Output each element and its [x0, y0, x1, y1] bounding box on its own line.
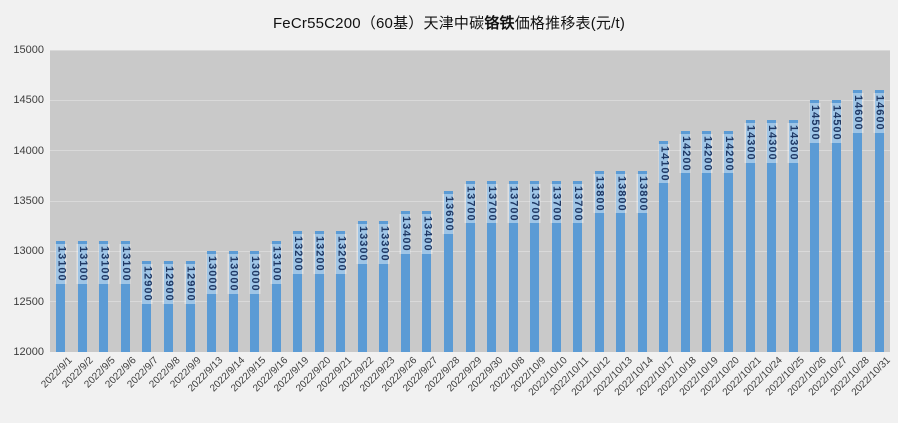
- bar-value-label: 13100: [98, 244, 111, 284]
- bar-value-label: 14500: [809, 103, 822, 143]
- bar-value-label: 14500: [830, 103, 843, 143]
- bar-value-label: 13700: [464, 183, 477, 224]
- bar-value-label: 14200: [701, 133, 714, 174]
- bar: 13800: [593, 170, 606, 352]
- bar-value-label: 14600: [873, 93, 886, 133]
- bar: 14300: [766, 120, 779, 352]
- bar: 13700: [572, 180, 585, 352]
- bar: 12900: [184, 261, 197, 352]
- bar-value-label: 12900: [141, 264, 154, 304]
- bar: 13000: [249, 251, 262, 352]
- bar: 13700: [550, 180, 563, 352]
- bar-value-label: 14300: [787, 123, 800, 164]
- bar-value-label: 12900: [184, 264, 197, 304]
- bar: 13100: [270, 241, 283, 352]
- bar-value-label: 13600: [442, 193, 455, 234]
- bar-value-label: 13800: [615, 173, 628, 214]
- bar-value-label: 13100: [119, 244, 132, 284]
- bar: 13100: [119, 241, 132, 352]
- bar: 13700: [464, 180, 477, 352]
- plot-area: 13100 13100 13100 13100 12900 12900 12900 13000…: [50, 49, 890, 352]
- bar: 13400: [399, 211, 412, 352]
- chart-title-text-bold: 铬铁: [484, 15, 515, 32]
- y-tick-label: 12500: [13, 295, 44, 308]
- bar-value-label: 13700: [529, 183, 542, 224]
- bar: 13400: [421, 211, 434, 352]
- bar: 13200: [292, 231, 305, 352]
- bar-value-label: 13100: [76, 244, 89, 284]
- bar: 13600: [442, 190, 455, 352]
- bar: 13100: [55, 241, 68, 352]
- bar: 14500: [830, 100, 843, 352]
- bar-value-label: 13300: [356, 224, 369, 264]
- bar: 13800: [615, 170, 628, 352]
- gridline: [50, 99, 890, 101]
- bar-value-label: 12900: [162, 264, 175, 304]
- x-axis: 2022/9/1 2022/9/2 2022/9/5 2022/9/6 2022/9/7…: [39, 355, 893, 423]
- bar-value-label: 13200: [335, 234, 348, 274]
- bar: 14500: [809, 100, 822, 352]
- bar-value-label: 13400: [421, 214, 434, 254]
- bar-value-label: 13700: [550, 183, 563, 224]
- y-tick-label: 15000: [13, 44, 44, 56]
- y-tick-label: 12000: [13, 346, 44, 358]
- chart-title: FeCr55C200（60基）天津中碳铬铁価格推移表(元/t): [0, 12, 898, 33]
- bar: 12900: [162, 261, 175, 352]
- bar-value-label: 13300: [378, 224, 391, 264]
- gridline: [50, 150, 890, 152]
- bar: 13100: [98, 241, 111, 352]
- bar-value-label: 14600: [852, 93, 865, 133]
- y-tick-label: 13000: [13, 245, 44, 258]
- bar-value-label: 13800: [636, 173, 649, 214]
- bar: 14300: [744, 120, 757, 352]
- bar: 14300: [787, 120, 800, 352]
- bar-value-label: 13800: [593, 173, 606, 214]
- bar: 13700: [507, 180, 520, 352]
- bar-value-label: 13200: [292, 234, 305, 274]
- bar: 12900: [141, 261, 154, 352]
- y-tick-label: 14000: [13, 144, 44, 157]
- chart-title-text-left: FeCr55C200（60基）天津中碳: [272, 15, 485, 32]
- bar-value-label: 13700: [486, 183, 499, 224]
- bar: 13300: [356, 221, 369, 352]
- bar-value-label: 14200: [679, 133, 692, 174]
- bar-value-label: 13200: [313, 234, 326, 274]
- bar-value-label: 13400: [399, 214, 412, 254]
- bar: 13000: [206, 251, 219, 352]
- bar-value-label: 13000: [206, 254, 219, 294]
- bar: 13000: [227, 251, 240, 352]
- bar: 13200: [313, 231, 326, 352]
- bar: 13200: [335, 231, 348, 352]
- y-tick-label: 14500: [13, 94, 44, 107]
- bar: 14600: [852, 90, 865, 352]
- bar-value-label: 13000: [227, 254, 240, 294]
- y-axis: 12000 12500 13000 13500 14000 14500 15000: [0, 44, 44, 358]
- bar-value-label: 13700: [507, 183, 520, 224]
- bar-value-label: 13100: [55, 244, 68, 284]
- bar-value-label: 13100: [270, 244, 283, 284]
- bar-value-label: 13000: [249, 254, 262, 294]
- bar: 14100: [658, 140, 671, 352]
- bar-value-label: 14300: [744, 123, 757, 164]
- bar: 14200: [722, 130, 735, 352]
- bar: 13300: [378, 221, 391, 352]
- gridline: [50, 49, 890, 51]
- bar: 14600: [873, 90, 886, 352]
- bar: 13100: [76, 241, 89, 352]
- bar-value-label: 13700: [572, 183, 585, 224]
- chart-title-text-right: 価格推移表(元/t): [514, 15, 626, 32]
- bar-value-label: 14100: [658, 143, 671, 184]
- bar: 13800: [636, 170, 649, 352]
- bar: 13700: [529, 180, 542, 352]
- bar: 14200: [679, 130, 692, 352]
- bar-value-label: 14300: [766, 123, 779, 164]
- bar: 13700: [486, 180, 499, 352]
- bar: 14200: [701, 130, 714, 352]
- y-tick-label: 13500: [13, 195, 44, 207]
- bar-value-label: 14200: [722, 133, 735, 174]
